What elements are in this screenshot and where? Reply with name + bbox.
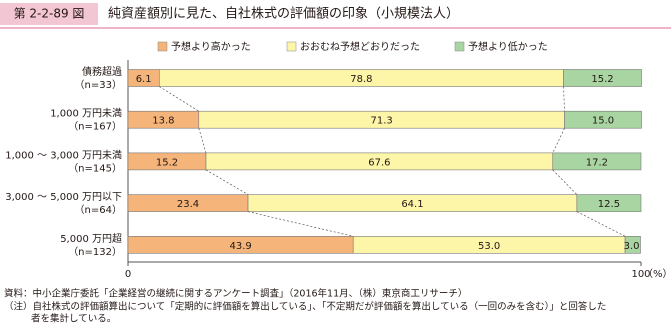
legend-label: 予想より高かった <box>171 40 251 53</box>
connector <box>198 128 207 153</box>
connector <box>563 86 565 112</box>
bar-segment <box>563 69 642 87</box>
value-label: 6.1 <box>136 74 152 85</box>
note: 資料：中小企業庁委託「企業経営の継続に関するアンケート調査」（2016年11月、… <box>4 288 467 300</box>
y-tick-label: （n=64） <box>75 204 122 216</box>
value-label: 3.0 <box>624 241 640 252</box>
connector <box>552 169 578 195</box>
note: （注）自社株式の評価額算出について「定期的に評価額を算出している」、「不定期だが… <box>4 301 606 313</box>
y-tick-label: 1,000 万円未満 <box>50 108 122 120</box>
connector <box>159 86 199 112</box>
value-label: 64.1 <box>401 199 423 210</box>
value-label: 43.9 <box>229 241 251 252</box>
y-tick-label: （n=167） <box>68 121 122 133</box>
chart-title: 純資産額別に見た、自社株式の評価額の印象（小規模法人） <box>108 6 459 22</box>
figure-label-box <box>0 3 98 25</box>
connector <box>576 211 626 237</box>
legend-swatch <box>157 41 168 52</box>
value-label: 15.0 <box>592 116 614 127</box>
value-label: 17.2 <box>586 157 608 168</box>
value-label: 13.8 <box>152 116 174 127</box>
legend-label: おおむね予想どおりだった <box>300 40 420 53</box>
y-tick-label: （n=33） <box>75 79 122 91</box>
value-label: 78.8 <box>350 74 372 85</box>
value-label: 15.2 <box>591 74 613 85</box>
value-label: 67.6 <box>368 157 390 168</box>
y-tick-label: （n=132） <box>68 246 122 258</box>
bar-segment <box>552 152 642 171</box>
value-label: 71.3 <box>371 116 393 127</box>
y-tick-label: 1,000 ～ 3,000 万円未満 <box>5 149 122 161</box>
connector <box>205 169 249 195</box>
connector <box>247 211 354 237</box>
y-tick-label: （n=145） <box>68 162 122 174</box>
x-tick-label: 0 <box>125 269 131 280</box>
legend-swatch <box>454 41 465 52</box>
x-tick-label: 100 <box>631 269 650 280</box>
y-tick-label: 5,000 万円超 <box>60 232 122 245</box>
value-label: 15.2 <box>156 157 178 168</box>
legend-swatch <box>286 41 297 52</box>
value-label: 12.5 <box>598 199 620 210</box>
bar-segment <box>576 194 642 212</box>
y-tick-label: 債務超過 <box>82 65 122 78</box>
legend-label: 予想より低かった <box>468 40 548 53</box>
y-tick-label: 3,000 ～ 5,000 万円以下 <box>5 192 122 203</box>
connector <box>552 128 565 154</box>
bar-segment <box>624 236 641 254</box>
note: 者を集計している。 <box>31 313 116 323</box>
value-label: 53.0 <box>478 241 500 252</box>
figure-label: 第 2-2-89 図 <box>14 7 85 21</box>
value-label: 23.4 <box>177 199 199 210</box>
x-axis-label: （%） <box>643 268 671 280</box>
bar-segment <box>564 110 642 129</box>
